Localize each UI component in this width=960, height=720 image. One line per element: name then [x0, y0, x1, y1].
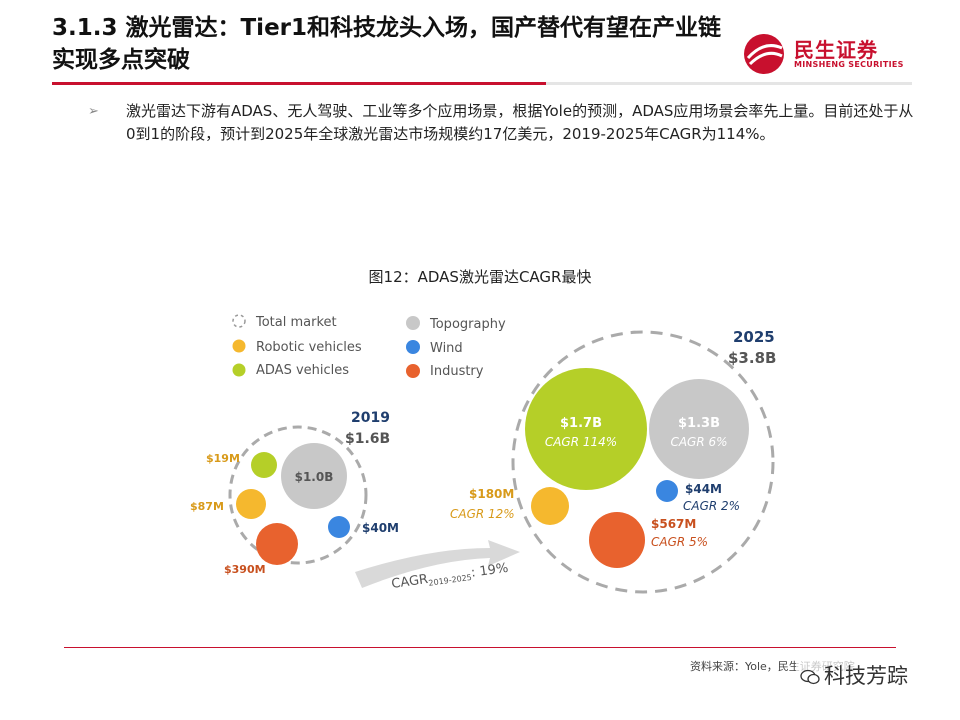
total-2025-label: $3.8B — [728, 349, 776, 367]
adas-2025-value: $1.7B — [560, 416, 602, 431]
legend-total-swatch — [232, 314, 246, 328]
cagr-arrow — [355, 540, 520, 588]
topography-2025-value: $1.3B — [678, 416, 720, 431]
robotic-2025-value: $180M — [469, 487, 514, 501]
figure-title: 图12：ADAS激光雷达CAGR最快 — [368, 268, 592, 286]
legend-adas-swatch — [232, 363, 246, 377]
legend-wind-swatch — [406, 340, 420, 354]
adas-2025-bubble — [525, 368, 647, 490]
adas-2025-cagr: CAGR 114% — [545, 435, 617, 449]
wechat-icon — [800, 669, 820, 685]
topography-2019-bubble — [281, 443, 347, 509]
total-2025-bubble — [511, 330, 775, 594]
minsheng-logo: 民生证券 MINSHENG SECURITIES — [742, 32, 912, 76]
year-2025-label: 2025 — [733, 328, 775, 346]
legend-topography-swatch — [406, 316, 420, 330]
wind-2019-value: $40M — [362, 521, 399, 535]
year-2019-label: 2019 — [351, 410, 390, 426]
wind-2025-bubble — [656, 480, 678, 502]
topography-2019-value: $1.0B — [295, 470, 334, 484]
industry-2025-bubble — [589, 512, 645, 568]
robotic-2019-bubble — [236, 489, 266, 519]
logo-en-text: MINSHENG SECURITIES — [794, 60, 904, 69]
legend-total-label: Total market — [255, 315, 337, 330]
legend-adas-label: ADAS vehicles — [256, 363, 349, 378]
robotic-2025-bubble — [531, 487, 569, 525]
group-2019: 2019 $1.6B $1.0B $19M $87M $390M $40M — [190, 410, 399, 576]
industry-2019-value: $390M — [224, 563, 266, 576]
wind-2019-bubble — [328, 516, 350, 538]
topography-2025-cagr: CAGR 6% — [670, 435, 727, 449]
slide-title: 3.1.3 激光雷达：Tier1和科技龙头入场，国产替代有望在产业链实现多点突破 — [52, 15, 722, 73]
watermark-text: 科技芳踪 — [824, 664, 908, 688]
robotic-2019-value: $87M — [190, 500, 224, 513]
watermark: 科技芳踪 — [796, 660, 912, 690]
legend-robotic-label: Robotic vehicles — [256, 340, 362, 355]
group-2025: 2025 $3.8B $1.7B CAGR 114% $1.3B CAGR 6%… — [450, 328, 776, 594]
footer-rule — [64, 647, 896, 648]
header-rule — [52, 82, 912, 85]
industry-2025-value: $567M — [651, 517, 696, 531]
industry-2019-bubble — [256, 523, 298, 565]
robotic-2025-cagr: CAGR 12% — [450, 507, 515, 521]
logo-cn-text: 民生证券 — [794, 38, 878, 62]
legend: Total market Robotic vehicles ADAS vehic… — [232, 314, 506, 379]
wind-2025-value: $44M — [685, 482, 722, 496]
adas-2019-bubble — [251, 452, 277, 478]
wind-2025-cagr: CAGR 2% — [683, 499, 740, 513]
legend-industry-label: Industry — [430, 364, 484, 379]
legend-robotic-swatch — [232, 339, 246, 353]
minsheng-logo-icon — [744, 34, 784, 74]
legend-wind-label: Wind — [430, 341, 463, 356]
industry-2025-cagr: CAGR 5% — [651, 535, 708, 549]
legend-industry-swatch — [406, 364, 420, 378]
topography-2025-bubble — [649, 379, 749, 479]
bullet-text: 激光雷达下游有ADAS、无人驾驶、工业等多个应用场景，根据Yole的预测，ADA… — [126, 102, 914, 143]
adas-2019-value: $19M — [206, 452, 240, 465]
total-2019-label: $1.6B — [345, 431, 390, 447]
legend-topography-label: Topography — [429, 317, 506, 332]
bullet-arrow-icon: ➢ — [88, 104, 99, 119]
total-2019-bubble — [228, 425, 368, 565]
